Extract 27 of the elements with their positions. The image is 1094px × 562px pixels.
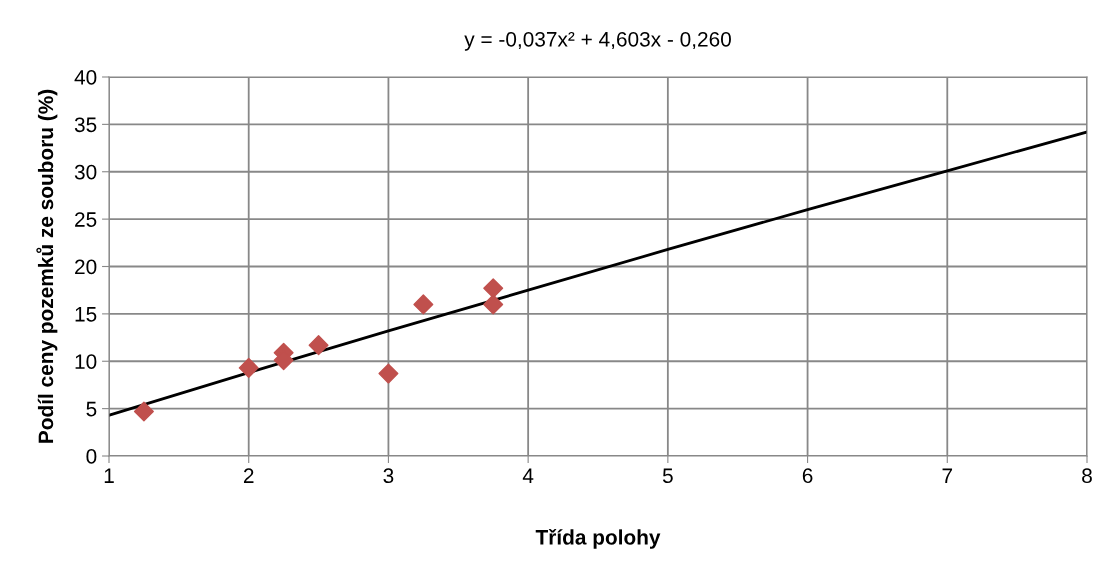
- y-tick-label: 20: [75, 259, 97, 275]
- x-axis-title: Třída polohy: [535, 528, 661, 549]
- point: [238, 357, 259, 378]
- x-tick-label: 4: [522, 468, 534, 483]
- y-tick-label: 10: [75, 354, 97, 369]
- x-tick-label: 3: [383, 468, 394, 484]
- x-tick-label: 1: [104, 468, 114, 483]
- point: [483, 294, 504, 315]
- point: [413, 294, 434, 315]
- y-tick-label: 35: [74, 117, 97, 133]
- point: [133, 401, 154, 422]
- y-tick-label: 30: [74, 164, 97, 180]
- chart-title: y = -0,037x² + 4,603x - 0,260: [464, 31, 731, 51]
- x-tick-label: 7: [942, 468, 953, 483]
- y-tick-label: 5: [86, 401, 97, 417]
- y-axis-title: Podíl ceny pozemků ze souboru (%): [36, 89, 58, 443]
- y-tick-label: 25: [75, 212, 97, 227]
- point: [378, 363, 399, 384]
- y-tick-label: 15: [75, 307, 97, 322]
- point: [483, 278, 504, 299]
- y-tick-label: 40: [74, 70, 97, 85]
- y-tick-label: 0: [86, 449, 97, 464]
- x-tick-label: 2: [243, 468, 254, 483]
- x-tick-label: 8: [1082, 468, 1092, 484]
- x-tick-label: 6: [802, 468, 813, 484]
- x-tick-label: 5: [662, 468, 673, 484]
- point: [308, 335, 329, 356]
